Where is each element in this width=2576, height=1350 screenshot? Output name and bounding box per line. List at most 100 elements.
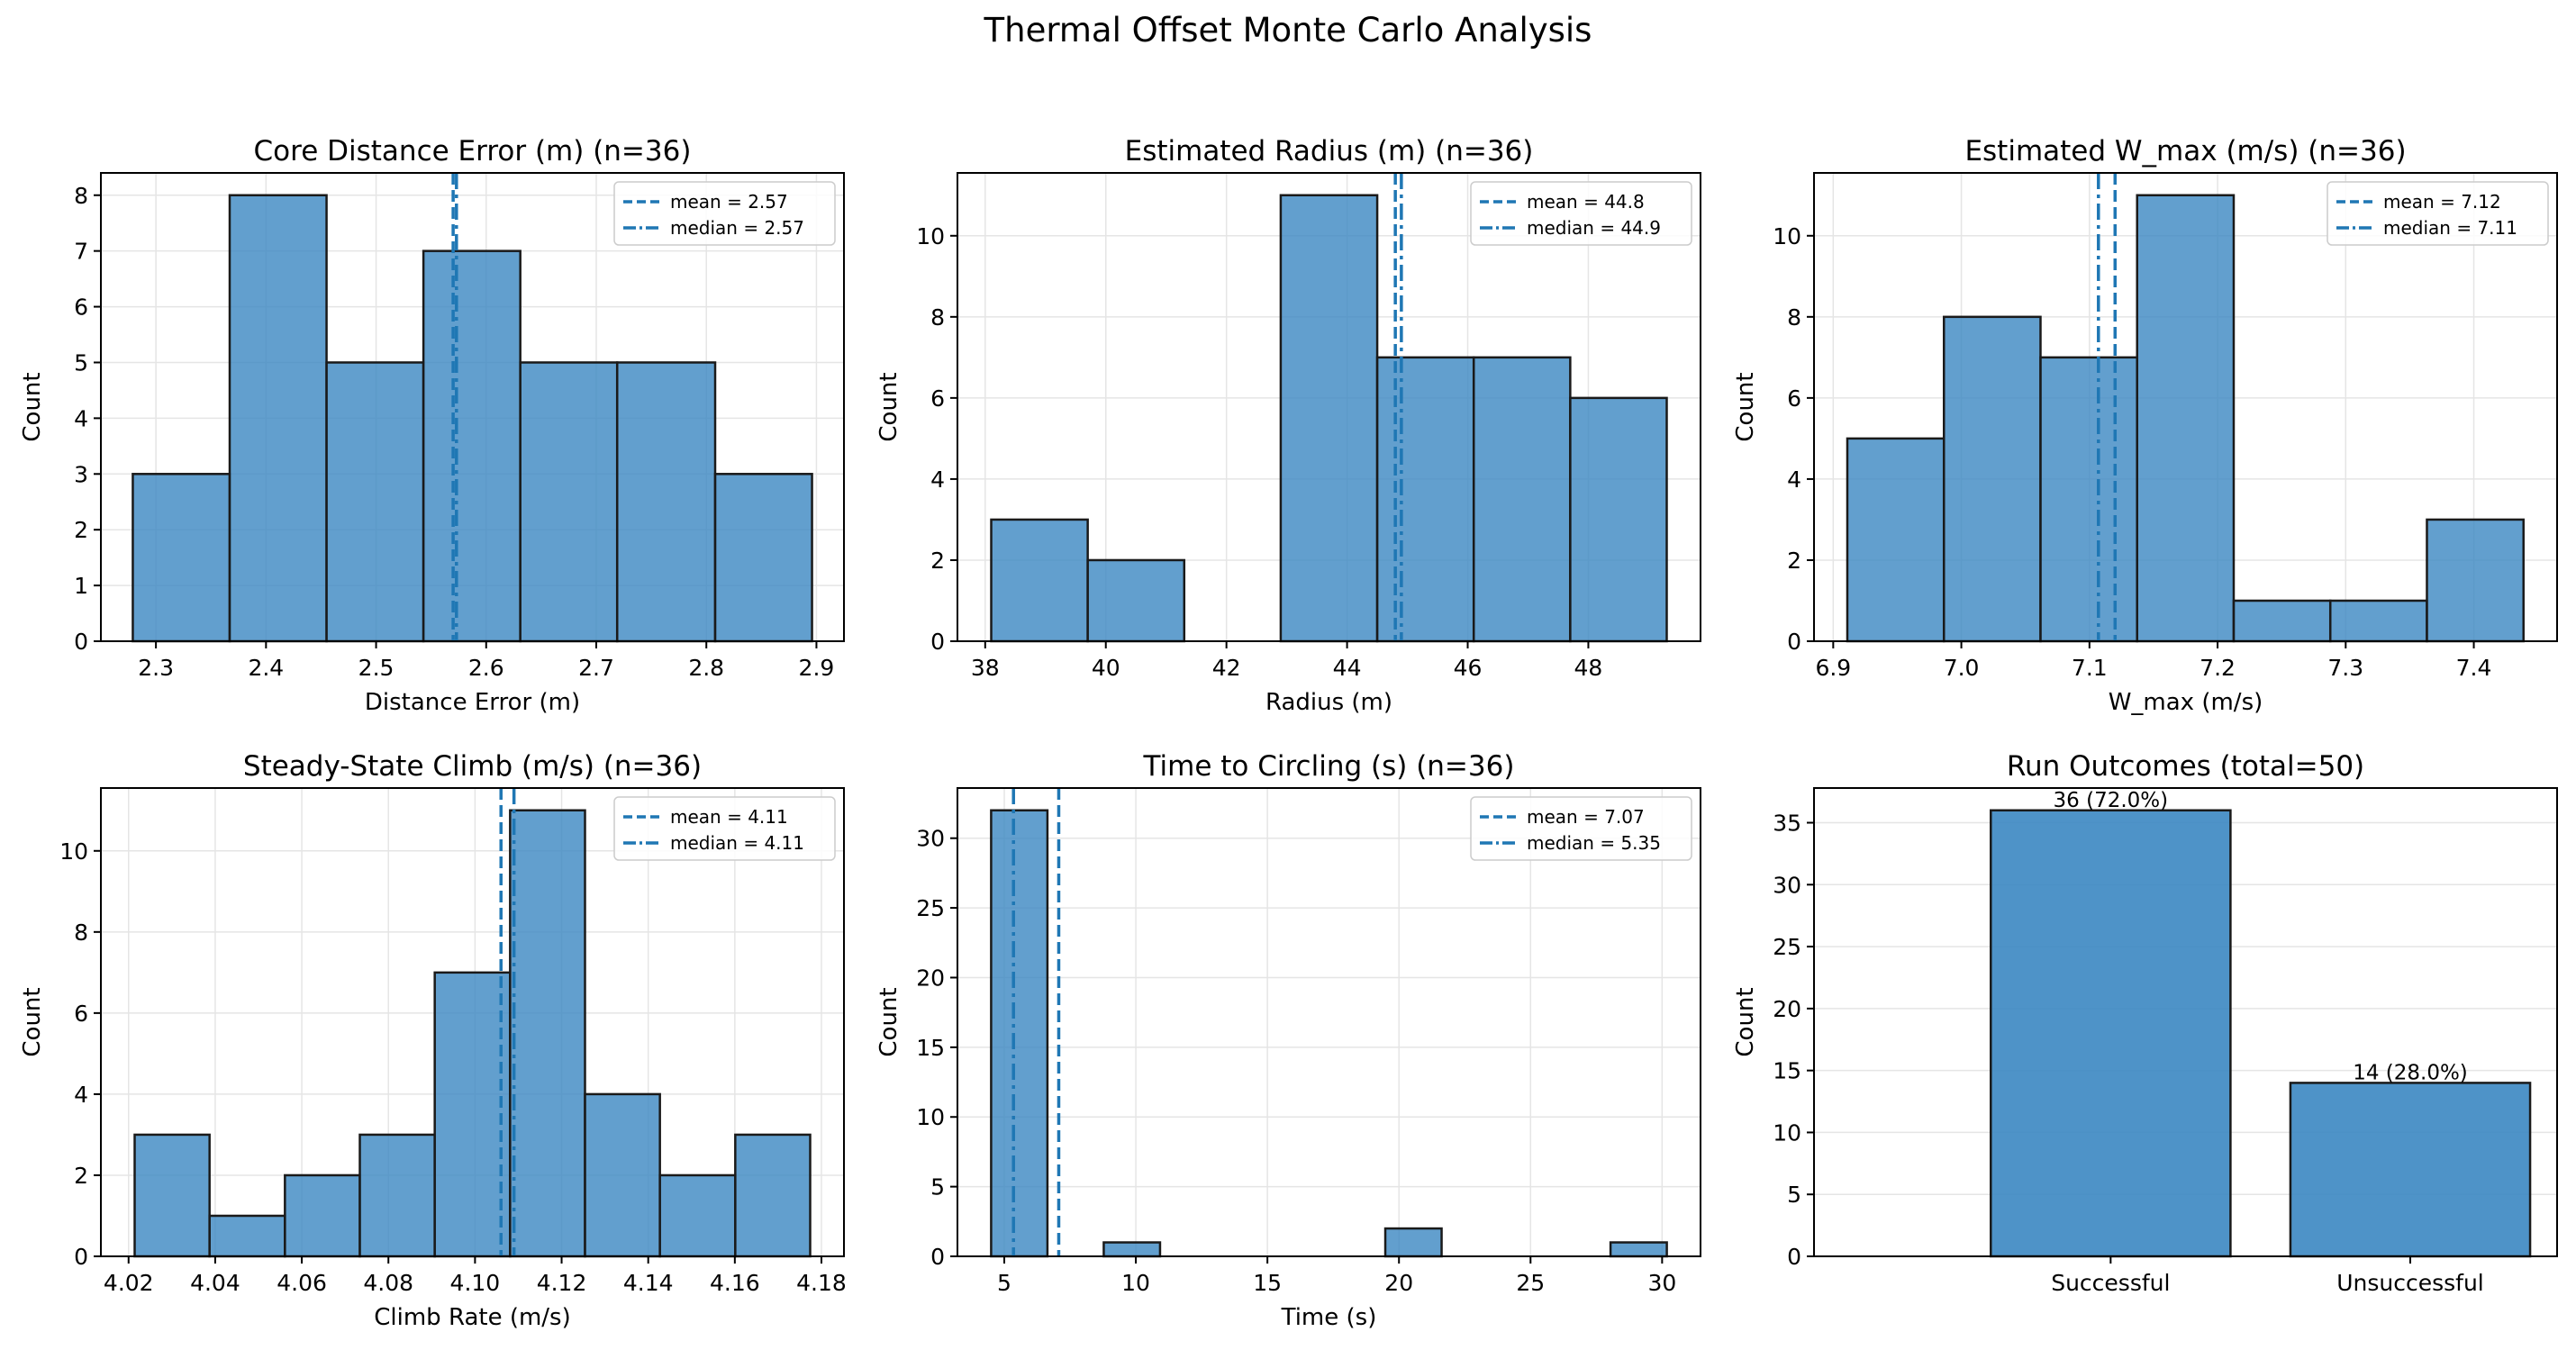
y-tick-label: 10 <box>1773 1119 1801 1146</box>
x-tick-label: 40 <box>1092 655 1120 681</box>
x-tick-label: 4.04 <box>190 1270 240 1296</box>
panel-run-outcomes: 36 (72.0%) 14 (28.0%) Successful Unsuccessf… <box>1732 750 2558 1296</box>
histogram-bar <box>2328 599 2428 643</box>
y-tick-label: 25 <box>1773 934 1801 960</box>
y-tick-label: 4 <box>74 1082 88 1108</box>
y-tick-label: 2 <box>74 517 88 543</box>
histogram-bar <box>1942 315 2042 643</box>
legend-mean-label: mean = 7.12 <box>2383 191 2501 213</box>
axes-frame <box>100 787 845 1257</box>
legend-median-label: median = 5.35 <box>1527 832 1661 854</box>
x-tick-label: 44 <box>1333 655 1362 681</box>
y-tick-label: 15 <box>1773 1058 1801 1084</box>
axes-frame <box>957 787 1701 1257</box>
histogram-bar <box>734 1133 812 1258</box>
y-axis-label: Count <box>1732 987 1759 1056</box>
legend-box <box>2327 181 2549 246</box>
histogram-bar <box>422 249 522 643</box>
x-axis-label: Radius (m) <box>1265 689 1392 716</box>
bar-data-label: 14 (28.0%) <box>2353 1061 2468 1084</box>
x-tick-label: Unsuccessful <box>2336 1270 2484 1296</box>
histogram-bar <box>1102 1241 1162 1258</box>
x-tick-label: 15 <box>1253 1270 1282 1296</box>
y-axis-label: Count <box>875 372 903 441</box>
y-axis-label: Count <box>1732 372 1759 441</box>
histogram-bar <box>433 971 512 1258</box>
axes-frame <box>957 172 1701 642</box>
y-tick-label: 10 <box>916 223 945 249</box>
panel-title: Estimated W_max (m/s) (n=36) <box>1964 135 2406 168</box>
bar <box>2289 1082 2532 1258</box>
axes-frame <box>100 172 845 642</box>
y-tick-label: 1 <box>74 573 88 599</box>
y-tick-label: 20 <box>1773 996 1801 1022</box>
y-tick-label: 2 <box>74 1163 88 1189</box>
y-tick-label: 4 <box>930 467 945 493</box>
x-tick-label: 2.7 <box>578 655 614 681</box>
y-tick-label: 8 <box>930 304 945 331</box>
y-tick-label: 20 <box>916 965 945 991</box>
y-tick-label: 30 <box>916 826 945 852</box>
panel-title: Run Outcomes (total=50) <box>2007 750 2364 783</box>
y-tick-label: 0 <box>74 629 88 655</box>
bar-data-label: 36 (72.0%) <box>2054 789 2169 812</box>
histogram-bar <box>358 1133 436 1258</box>
histogram-bar <box>584 1092 661 1258</box>
histogram-bar <box>658 1173 737 1258</box>
y-tick-label: 8 <box>1787 304 1801 331</box>
y-tick-label: 25 <box>916 895 945 921</box>
histogram-bar <box>1086 558 1186 643</box>
y-tick-label: 10 <box>916 1104 945 1130</box>
panel-time-to-circling: 5 10 15 20 25 30 0 5 10 15 20 25 30 Time (s) Count Time… <box>875 750 1701 1331</box>
panel-title: Estimated Radius (m) (n=36) <box>1125 135 1534 168</box>
x-tick-label: 42 <box>1212 655 1241 681</box>
histogram-bar <box>1569 396 1668 643</box>
x-tick-label: 5 <box>997 1270 1011 1296</box>
legend-median-label: median = 2.57 <box>670 217 804 239</box>
y-tick-label: 7 <box>74 239 88 265</box>
y-tick-label: 30 <box>1773 872 1801 898</box>
bar <box>1990 809 2232 1258</box>
histogram-bar <box>990 518 1089 643</box>
y-tick-label: 0 <box>930 1244 945 1270</box>
x-tick-label: 4.08 <box>363 1270 413 1296</box>
histogram-bar <box>2426 518 2525 643</box>
panel-estimated-wmax: 6.9 7.0 7.1 7.2 7.3 7.4 0 2 4 6 8 10 W_max (m/s) Coun… <box>1732 135 2558 716</box>
y-tick-label: 0 <box>1787 629 1801 655</box>
histogram-bar <box>2232 599 2332 643</box>
histogram-bar <box>208 1214 286 1258</box>
x-tick-label: 2.8 <box>688 655 724 681</box>
legend-median-label: median = 4.11 <box>670 832 804 854</box>
x-tick-label: 20 <box>1384 1270 1413 1296</box>
histogram-bar <box>509 809 586 1258</box>
y-tick-label: 0 <box>930 629 945 655</box>
histogram-bar <box>1279 194 1379 643</box>
x-tick-label: 4.02 <box>104 1270 154 1296</box>
panel-title: Core Distance Error (m) (n=36) <box>254 135 692 168</box>
x-axis-label: Distance Error (m) <box>365 689 580 716</box>
x-tick-label: 2.9 <box>799 655 835 681</box>
legend-mean-label: mean = 7.07 <box>1527 806 1645 828</box>
y-tick-label: 10 <box>1773 223 1801 249</box>
x-axis-label: W_max (m/s) <box>2109 689 2263 716</box>
y-tick-label: 4 <box>1787 467 1801 493</box>
x-tick-label: 38 <box>971 655 1000 681</box>
legend-box <box>613 796 836 861</box>
legend-mean-label: mean = 4.11 <box>670 806 788 828</box>
x-tick-label: 4.10 <box>450 1270 501 1296</box>
x-tick-label: 30 <box>1647 1270 1676 1296</box>
y-axis-label: Count <box>19 372 46 441</box>
panel-title: Steady-State Climb (m/s) (n=36) <box>243 750 702 783</box>
histogram-bar <box>284 1173 361 1258</box>
y-tick-label: 4 <box>74 405 88 431</box>
axes-frame <box>1813 787 2558 1257</box>
axes-frame <box>1813 172 2558 642</box>
x-tick-label: 7.0 <box>1944 655 1980 681</box>
histogram-bar <box>615 361 717 643</box>
x-tick-label: 6.9 <box>1815 655 1851 681</box>
x-tick-label: 4.14 <box>623 1270 674 1296</box>
legend-median-label: median = 7.11 <box>2383 217 2517 239</box>
y-tick-label: 6 <box>1787 385 1801 412</box>
x-tick-label: 2.3 <box>138 655 174 681</box>
